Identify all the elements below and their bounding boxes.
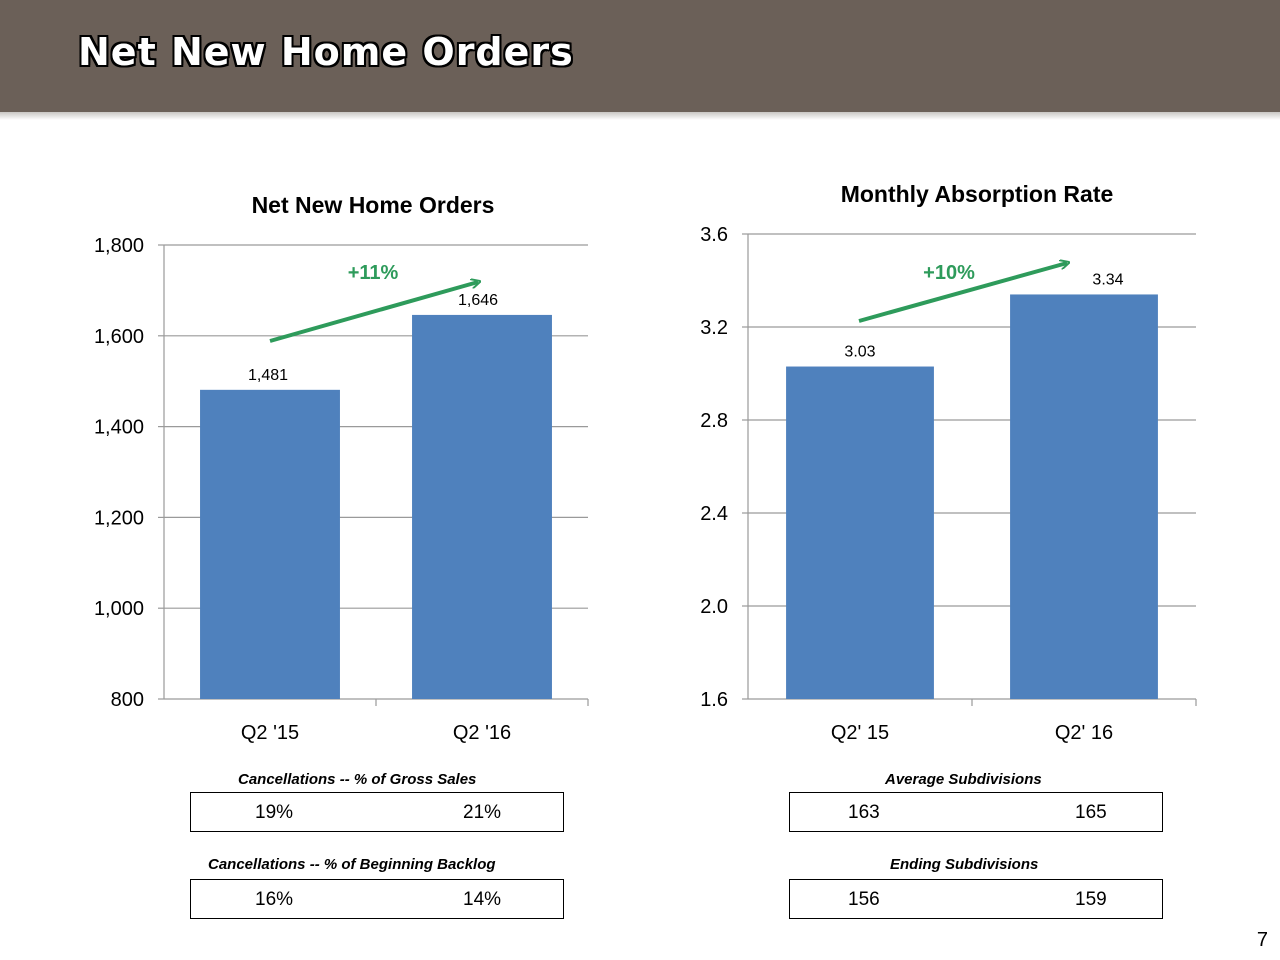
title-bar	[0, 0, 1280, 112]
absorption-y-tick-label: 2.4	[700, 503, 728, 525]
avg-subdivisions-q2-15: 163	[848, 802, 880, 823]
avg-subdivisions-box: 163 165	[789, 792, 1163, 832]
orders-data-label: 1,481	[248, 367, 288, 384]
end-subdivisions-q2-16: 159	[1075, 889, 1107, 910]
end-subdivisions-box: 156 159	[789, 879, 1163, 919]
orders-y-tick-label: 1,800	[94, 235, 144, 257]
absorption-y-tick-label: 2.8	[700, 410, 728, 432]
absorption-data-label: 3.34	[1092, 271, 1123, 288]
orders-y-tick-label: 1,400	[94, 417, 144, 439]
absorption-x-tick-label: Q2' 16	[1055, 722, 1113, 744]
absorption-y-tick-label: 3.6	[700, 224, 728, 246]
orders-title: Net New Home Orders	[252, 192, 495, 218]
end-subdivisions-q2-15: 156	[848, 889, 880, 910]
cancellations-gross-q2-15: 19%	[255, 802, 294, 823]
absorption-title: Monthly Absorption Rate	[841, 181, 1114, 207]
absorption-rate-chart: Monthly Absorption Rate 1.6 2.0 2.4 2.8 3.2 3.…	[700, 181, 1197, 744]
absorption-bar	[786, 366, 934, 699]
absorption-growth-label: +10%	[923, 262, 975, 284]
avg-subdivisions-label: Average Subdivisions	[885, 771, 1042, 788]
orders-data-label: 1,646	[458, 292, 498, 309]
cancellations-backlog-q2-16: 14%	[463, 889, 502, 910]
orders-x-tick-label: Q2 '15	[241, 722, 299, 744]
absorption-x-tick-label: Q2' 15	[831, 722, 889, 744]
orders-bar	[412, 314, 552, 699]
orders-growth-label: +11%	[348, 262, 399, 284]
cancellations-backlog-q2-15: 16%	[255, 889, 294, 910]
net-orders-chart: Net New Home Orders 800 1,000 1,200 1,400 1,6…	[94, 192, 589, 744]
cancellations-gross-q2-16: 21%	[463, 802, 502, 823]
orders-y-tick-label: 1,200	[94, 507, 144, 529]
absorption-y-tick-label: 1.6	[700, 689, 728, 711]
cancellations-backlog-label: Cancellations -- % of Beginning Backlog	[208, 856, 496, 873]
absorption-y-tick-label: 3.2	[700, 317, 728, 339]
orders-growth-arrow	[269, 282, 478, 343]
orders-y-tick-label: 800	[111, 689, 144, 711]
title-bar-shadow	[0, 112, 1280, 120]
absorption-growth-arrow	[858, 263, 1067, 323]
end-subdivisions-label: Ending Subdivisions	[890, 856, 1039, 873]
orders-y-tick-label: 1,600	[94, 326, 144, 348]
page-number: 7	[1256, 929, 1268, 951]
orders-y-tick-label: 1,000	[94, 598, 144, 620]
slide-title: Net New Home Orders	[78, 30, 574, 74]
cancellations-gross-box: 19% 21%	[190, 792, 564, 832]
cancellations-backlog-box: 16% 14%	[190, 879, 564, 919]
absorption-bar	[1010, 294, 1158, 699]
absorption-data-label: 3.03	[844, 344, 875, 361]
cancellations-gross-label: Cancellations -- % of Gross Sales	[238, 771, 477, 788]
orders-x-tick-label: Q2 '16	[453, 722, 511, 744]
orders-bar	[200, 389, 340, 699]
absorption-y-tick-label: 2.0	[700, 596, 728, 618]
avg-subdivisions-q2-16: 165	[1075, 802, 1107, 823]
